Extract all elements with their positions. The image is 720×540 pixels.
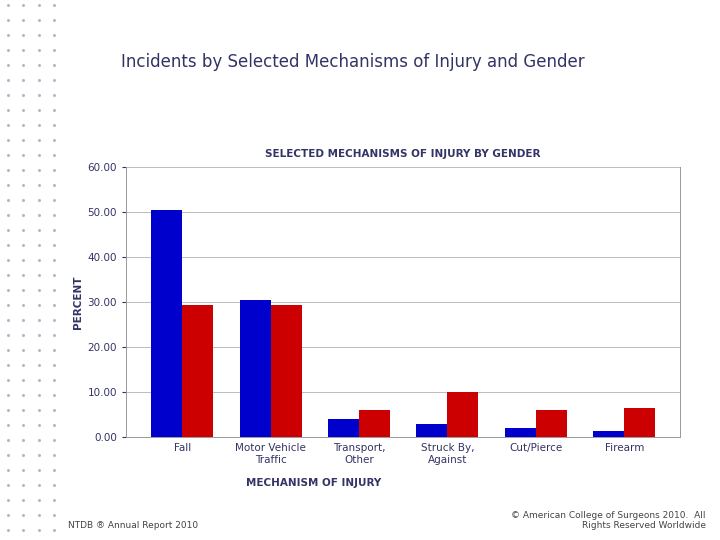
Text: Figure
19A: Figure 19A — [74, 51, 104, 71]
Bar — [359, 410, 390, 437]
Bar — [240, 300, 271, 437]
Bar — [182, 305, 213, 437]
Bar — [624, 408, 655, 437]
Bar — [593, 431, 624, 437]
Y-axis label: PERCENT: PERCENT — [73, 275, 84, 329]
Text: MECHANISM OF INJURY: MECHANISM OF INJURY — [246, 478, 381, 488]
Bar — [447, 393, 478, 437]
Text: Incidents by Selected Mechanisms of Injury and Gender: Incidents by Selected Mechanisms of Inju… — [121, 53, 585, 71]
Bar — [271, 305, 302, 437]
Text: SELECTED MECHANISMS OF INJURY BY GENDER: SELECTED MECHANISMS OF INJURY BY GENDER — [266, 149, 541, 159]
Bar — [536, 410, 567, 437]
Bar — [328, 420, 359, 437]
Legend: FEMALES, MALES: FEMALES, MALES — [528, 538, 675, 540]
Text: NTDB ® Annual Report 2010: NTDB ® Annual Report 2010 — [68, 521, 199, 530]
Bar — [505, 428, 536, 437]
Bar — [151, 210, 182, 437]
Bar — [416, 424, 447, 437]
Text: © American College of Surgeons 2010.  All
Rights Reserved Worldwide: © American College of Surgeons 2010. All… — [511, 511, 706, 530]
